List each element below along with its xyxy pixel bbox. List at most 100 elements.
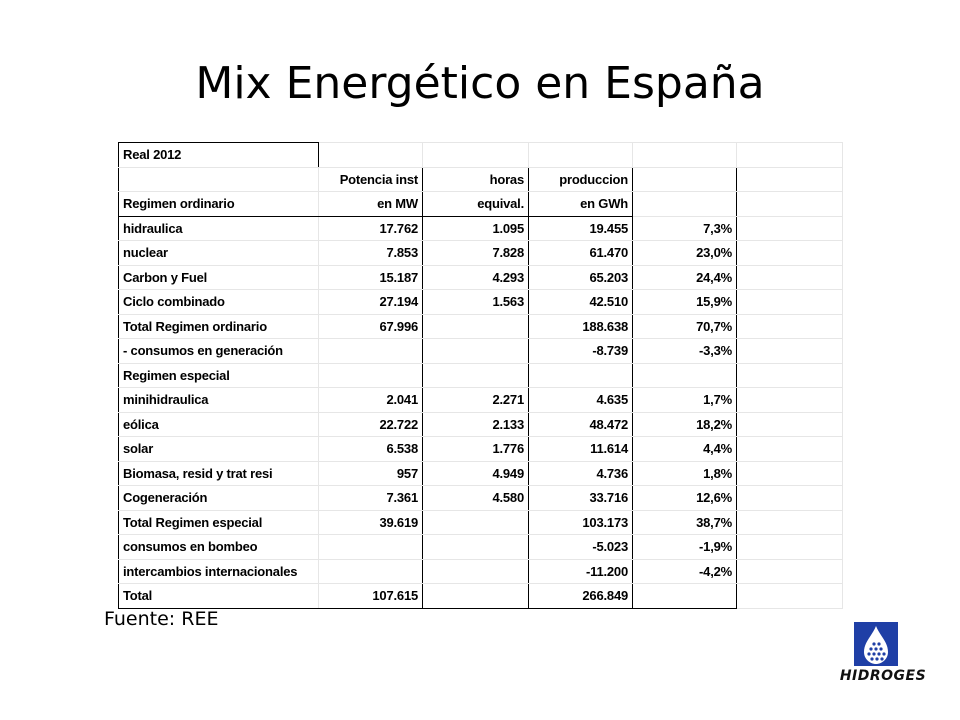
table-row: intercambios internacionales -11.200 -4,2% — [118, 558, 843, 584]
row-value: 42.510 — [528, 289, 633, 315]
data-table: Real 2012 Potencia inst horas produccion… — [118, 142, 843, 609]
energy-mix-table: Real 2012 Potencia inst horas produccion… — [118, 142, 843, 609]
row-label: hidraulica — [118, 215, 319, 241]
row-value: 188.638 — [528, 313, 633, 339]
row-value: 103.173 — [528, 509, 633, 535]
table-row: eólica 22.722 2.133 48.472 18,2% — [118, 411, 843, 437]
row-value: 1.563 — [422, 289, 529, 315]
row-label: minihidraulica — [118, 387, 319, 413]
header-equival: equival. — [422, 191, 529, 217]
row-value: 7.828 — [422, 240, 529, 266]
row-value — [422, 362, 529, 388]
row-value — [318, 362, 423, 388]
row-value: 27.194 — [318, 289, 423, 315]
table-row: consumos en bombeo -5.023 -1,9% — [118, 534, 843, 560]
row-value — [422, 338, 529, 364]
row-label: eólica — [118, 411, 319, 437]
row-value: 2.133 — [422, 411, 529, 437]
row-value: 48.472 — [528, 411, 633, 437]
table-row: Total Regimen especial 39.619 103.173 38,7% — [118, 509, 843, 535]
row-label: Total — [118, 583, 319, 609]
row-value: -3,3% — [632, 338, 737, 364]
header-en-mw: en MW — [318, 191, 423, 217]
row-value: 2.041 — [318, 387, 423, 413]
row-value: 4.635 — [528, 387, 633, 413]
row-value: 15.187 — [318, 264, 423, 290]
table-row: Carbon y Fuel 15.187 4.293 65.203 24,4% — [118, 264, 843, 290]
caption-row: Real 2012 — [118, 142, 843, 168]
row-value: 65.203 — [528, 264, 633, 290]
header-regimen-ordinario: Regimen ordinario — [118, 191, 319, 217]
row-value — [422, 534, 529, 560]
row-value: 22.722 — [318, 411, 423, 437]
table-row: minihidraulica 2.041 2.271 4.635 1,7% — [118, 387, 843, 413]
row-value: 6.538 — [318, 436, 423, 462]
header-row-top: Potencia inst horas produccion — [118, 166, 843, 192]
row-label: Biomasa, resid y trat resi — [118, 460, 319, 486]
row-value: 15,9% — [632, 289, 737, 315]
row-value — [422, 583, 529, 609]
row-value: 4.736 — [528, 460, 633, 486]
row-value: 33.716 — [528, 485, 633, 511]
row-value: 19.455 — [528, 215, 633, 241]
row-value: -4,2% — [632, 558, 737, 584]
header-produccion: produccion — [528, 166, 633, 192]
row-label: consumos en bombeo — [118, 534, 319, 560]
table-row: - consumos en generación -8.739 -3,3% — [118, 338, 843, 364]
row-value: 266.849 — [528, 583, 633, 609]
row-label: - consumos en generación — [118, 338, 319, 364]
row-value: 11.614 — [528, 436, 633, 462]
row-value: 957 — [318, 460, 423, 486]
row-value: -11.200 — [528, 558, 633, 584]
row-value — [632, 583, 737, 609]
row-label: Carbon y Fuel — [118, 264, 319, 290]
row-value — [318, 534, 423, 560]
row-value: 17.762 — [318, 215, 423, 241]
slide-title: Mix Energético en España — [195, 58, 765, 109]
row-value — [318, 558, 423, 584]
row-value: 4.580 — [422, 485, 529, 511]
table-caption: Real 2012 — [118, 142, 319, 168]
row-label: nuclear — [118, 240, 319, 266]
row-value: 7,3% — [632, 215, 737, 241]
row-value: 23,0% — [632, 240, 737, 266]
table-row: nuclear 7.853 7.828 61.470 23,0% — [118, 240, 843, 266]
row-value: 67.996 — [318, 313, 423, 339]
table-row: Cogeneración 7.361 4.580 33.716 12,6% — [118, 485, 843, 511]
row-value — [422, 558, 529, 584]
row-value — [632, 362, 737, 388]
row-value: 1,8% — [632, 460, 737, 486]
table-row: hidraulica 17.762 1.095 19.455 7,3% — [118, 215, 843, 241]
row-value: 1.776 — [422, 436, 529, 462]
row-value — [422, 509, 529, 535]
row-label: Ciclo combinado — [118, 289, 319, 315]
row-label: intercambios internacionales — [118, 558, 319, 584]
header-row-bottom: Regimen ordinario en MW equival. en GWh — [118, 191, 843, 217]
row-label: Regimen especial — [118, 362, 319, 388]
row-value: -5.023 — [528, 534, 633, 560]
table-row: Biomasa, resid y trat resi 957 4.949 4.736 1… — [118, 460, 843, 486]
source-note: Fuente: REE — [104, 608, 219, 630]
row-value: 7.361 — [318, 485, 423, 511]
row-label: Cogeneración — [118, 485, 319, 511]
water-drop-logo-icon — [854, 622, 898, 666]
row-value: 61.470 — [528, 240, 633, 266]
table-row: Regimen especial — [118, 362, 843, 388]
row-value: 38,7% — [632, 509, 737, 535]
row-label: Total Regimen especial — [118, 509, 319, 535]
row-value: -8.739 — [528, 338, 633, 364]
row-value: 24,4% — [632, 264, 737, 290]
row-value: 2.271 — [422, 387, 529, 413]
header-horas: horas — [422, 166, 529, 192]
row-value — [318, 338, 423, 364]
row-value: 39.619 — [318, 509, 423, 535]
row-value: -1,9% — [632, 534, 737, 560]
table-row: Total 107.615 266.849 — [118, 583, 843, 609]
table-row: solar 6.538 1.776 11.614 4,4% — [118, 436, 843, 462]
row-value: 18,2% — [632, 411, 737, 437]
row-value: 107.615 — [318, 583, 423, 609]
row-value: 7.853 — [318, 240, 423, 266]
row-value: 1.095 — [422, 215, 529, 241]
table-row: Total Regimen ordinario 67.996 188.638 70,7… — [118, 313, 843, 339]
hidroges-logo: HIDROGES — [828, 620, 938, 690]
